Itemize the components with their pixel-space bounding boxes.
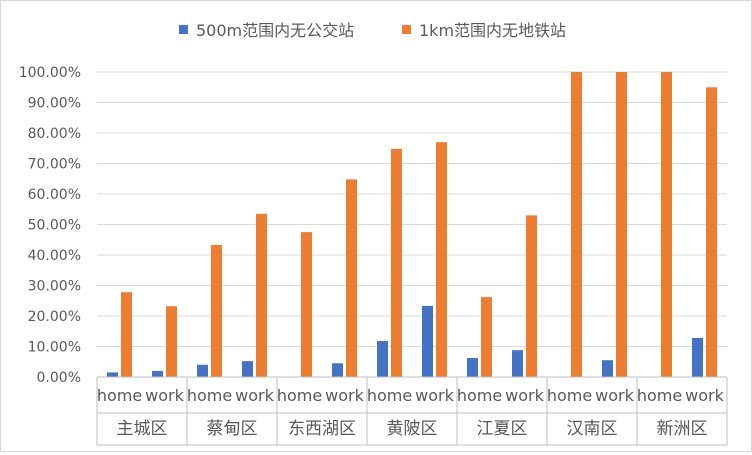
y-tick-label: 80.00% (28, 126, 81, 142)
bar-metro (121, 292, 132, 377)
bar-bus (242, 361, 253, 377)
bar-metro (571, 72, 582, 377)
x-group-label: 主城区 (117, 419, 168, 439)
x-subcategory-label: home (637, 386, 682, 405)
x-subcategory-label: home (457, 386, 502, 405)
legend-swatch (179, 25, 188, 34)
bar-metro (706, 87, 717, 377)
x-group-label: 汉南区 (567, 419, 618, 439)
y-tick-label: 20.00% (28, 309, 81, 325)
legend-label: 500m范围内无公交站 (196, 21, 354, 40)
y-tick-label: 0.00% (37, 370, 81, 386)
bar-bus (107, 372, 118, 377)
legend-label: 1km范围内无地铁站 (419, 21, 566, 40)
bar-metro (436, 142, 447, 377)
bar-metro (391, 148, 402, 377)
bar-metro (661, 72, 672, 377)
bar-metro (346, 179, 357, 377)
bar-metro (481, 297, 492, 377)
x-subcategory-label: work (145, 386, 184, 405)
x-group-label: 黄陂区 (387, 419, 438, 439)
y-tick-label: 90.00% (28, 96, 81, 112)
bar-bus (152, 370, 163, 377)
bar-metro (301, 232, 312, 377)
bar-metro (526, 215, 537, 377)
y-tick-label: 30.00% (28, 279, 81, 295)
x-group-label: 江夏区 (477, 419, 528, 439)
x-group-label: 东西湖区 (288, 419, 356, 439)
x-subcategory-label: home (547, 386, 592, 405)
bar-bus (602, 360, 613, 377)
x-group-label: 新洲区 (657, 419, 708, 439)
bar-bus (377, 341, 388, 377)
y-tick-label: 70.00% (28, 157, 81, 173)
y-axis-tick-labels: 0.00% 10.00% 20.00% 30.00% 40.00% 50.00% 60.00… (19, 65, 81, 386)
x-subcategory-label: work (595, 386, 634, 405)
bar-metro (256, 213, 267, 377)
y-tick-label: 40.00% (28, 248, 81, 264)
x-subcategory-label: work (325, 386, 364, 405)
bar-bus (467, 358, 478, 377)
bar-metro (166, 306, 177, 377)
gridlines (97, 71, 727, 347)
x-subcategory-label: work (505, 386, 544, 405)
x-subcategory-label: home (97, 386, 142, 405)
x-subcategory-label: work (685, 386, 724, 405)
bar-bus (512, 350, 523, 377)
y-tick-label: 50.00% (28, 218, 81, 234)
legend-swatch (402, 25, 411, 34)
bar-metro (211, 244, 222, 377)
x-group-label: 蔡甸区 (207, 419, 258, 439)
y-tick-label: 10.00% (28, 340, 81, 356)
bar-bus (197, 364, 208, 377)
bar-bus (422, 305, 433, 377)
bar-bus (692, 337, 703, 377)
x-subcategory-label: work (235, 386, 274, 405)
bar-bus (332, 363, 343, 377)
x-subcategory-label: work (415, 386, 454, 405)
x-subcategory-label: home (187, 386, 232, 405)
bars (107, 72, 717, 377)
bar-metro (616, 72, 627, 377)
x-subcategory-label: home (277, 386, 322, 405)
y-tick-label: 60.00% (28, 187, 81, 203)
x-subcategory-label: home (367, 386, 412, 405)
y-tick-label: 100.00% (19, 65, 81, 81)
legend: 500m范围内无公交站 1km范围内无地铁站 (179, 21, 566, 40)
